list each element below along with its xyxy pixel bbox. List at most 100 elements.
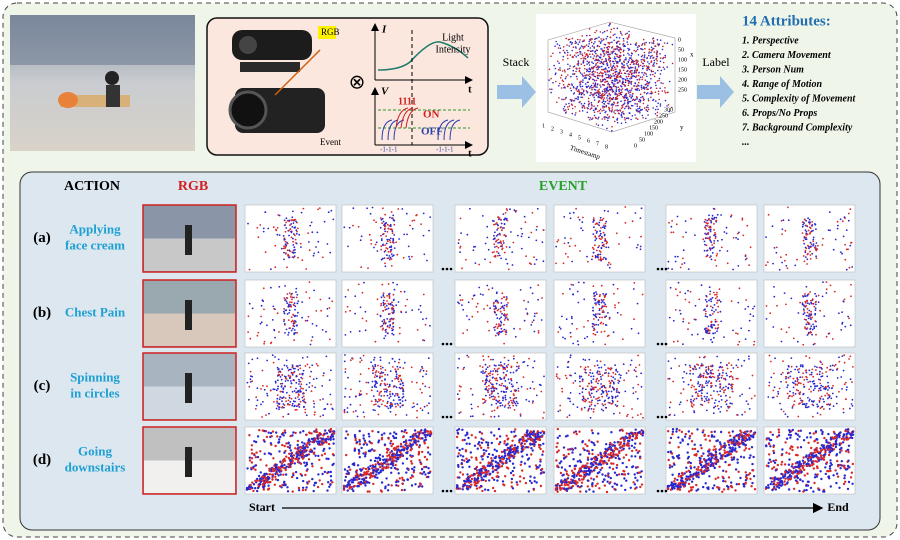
event-dot — [832, 248, 835, 251]
event-dot — [421, 409, 424, 412]
event-dot — [719, 390, 722, 393]
event-dot — [387, 227, 390, 230]
event-dot — [569, 237, 572, 240]
event-dot — [819, 382, 822, 385]
event-dot — [738, 287, 741, 290]
cube-event — [636, 103, 639, 105]
cube-event — [566, 85, 569, 87]
event-dot — [567, 241, 570, 244]
event-dot — [292, 252, 295, 254]
cube-event — [612, 60, 615, 63]
event-dot — [718, 380, 721, 382]
event-dot — [375, 221, 377, 224]
event-dot — [483, 401, 486, 404]
event-dot — [293, 255, 296, 257]
cube-event — [641, 76, 644, 78]
event-dot — [714, 321, 717, 323]
cube-event — [565, 76, 567, 78]
event-dot — [278, 485, 282, 488]
event-dot — [682, 343, 684, 346]
event-dot — [829, 229, 831, 232]
cube-event — [614, 66, 616, 68]
cube-event — [580, 80, 582, 83]
cube-event — [656, 39, 659, 41]
event-dot — [391, 311, 394, 314]
event-dot — [804, 406, 807, 409]
event-dot — [802, 383, 805, 386]
event-dot — [505, 331, 508, 334]
cube-event — [630, 96, 632, 99]
cube-event — [642, 58, 644, 61]
event-dot — [600, 246, 603, 249]
event-dot — [688, 322, 690, 324]
cube-event — [639, 112, 641, 114]
event-dot — [675, 288, 677, 291]
cube-event — [624, 119, 626, 121]
event-dot — [605, 324, 608, 326]
event-dot — [603, 305, 606, 308]
event-dot — [481, 366, 484, 368]
event-dot — [559, 404, 562, 407]
event-dot — [392, 399, 395, 402]
cube-event — [618, 90, 620, 92]
event-dot — [377, 405, 379, 407]
cube-event — [589, 53, 591, 55]
event-dot — [704, 298, 707, 301]
cube-event — [629, 100, 632, 103]
event-dot — [569, 331, 572, 334]
cube-event — [627, 84, 630, 87]
event-dot — [422, 318, 424, 320]
cube-event — [581, 73, 583, 75]
event-dot — [599, 219, 602, 222]
event-dot — [494, 311, 496, 314]
event-dot — [748, 355, 750, 358]
event-dot — [420, 223, 422, 226]
cube-event — [629, 67, 631, 70]
event-dot — [397, 376, 400, 379]
event-dot — [808, 398, 811, 401]
event-dot — [769, 360, 772, 363]
event-dot — [471, 393, 474, 396]
cube-event — [650, 55, 652, 58]
cube-event — [612, 69, 615, 72]
event-dot — [705, 221, 707, 224]
event-dot — [691, 402, 693, 405]
event-dot — [400, 290, 402, 293]
cube-event — [601, 49, 604, 52]
event-dot — [780, 328, 783, 331]
event-dot — [705, 331, 708, 334]
cube-event — [605, 91, 608, 94]
event-dot — [813, 305, 816, 308]
event-dot — [842, 408, 845, 410]
cube-event — [559, 47, 562, 49]
cube-event — [599, 94, 601, 97]
event-dot — [461, 299, 464, 301]
event-dot — [825, 335, 828, 338]
event-dot — [485, 394, 487, 397]
event-dot — [622, 405, 625, 408]
cube-event — [614, 120, 616, 123]
event-dot — [247, 222, 249, 225]
event-dot — [371, 386, 374, 389]
event-dot — [513, 389, 516, 391]
event-dot — [840, 376, 843, 378]
event-dot — [300, 211, 303, 214]
event-dot — [392, 238, 395, 241]
event-dot — [282, 403, 285, 405]
cube-event — [654, 113, 657, 115]
event-dot — [516, 365, 518, 368]
event-dot — [356, 415, 359, 418]
event-dot — [330, 209, 333, 212]
event-dot — [260, 388, 262, 390]
event-dot — [329, 393, 332, 396]
event-dot — [352, 207, 355, 210]
event-dot — [308, 431, 311, 434]
event-dot — [705, 300, 708, 303]
event-dot — [827, 385, 830, 387]
event-dot — [283, 312, 286, 315]
event-dot — [297, 369, 300, 371]
event-dot — [504, 396, 507, 399]
event-dot — [601, 241, 604, 244]
cube-event — [643, 86, 646, 88]
event-dot — [383, 318, 385, 321]
